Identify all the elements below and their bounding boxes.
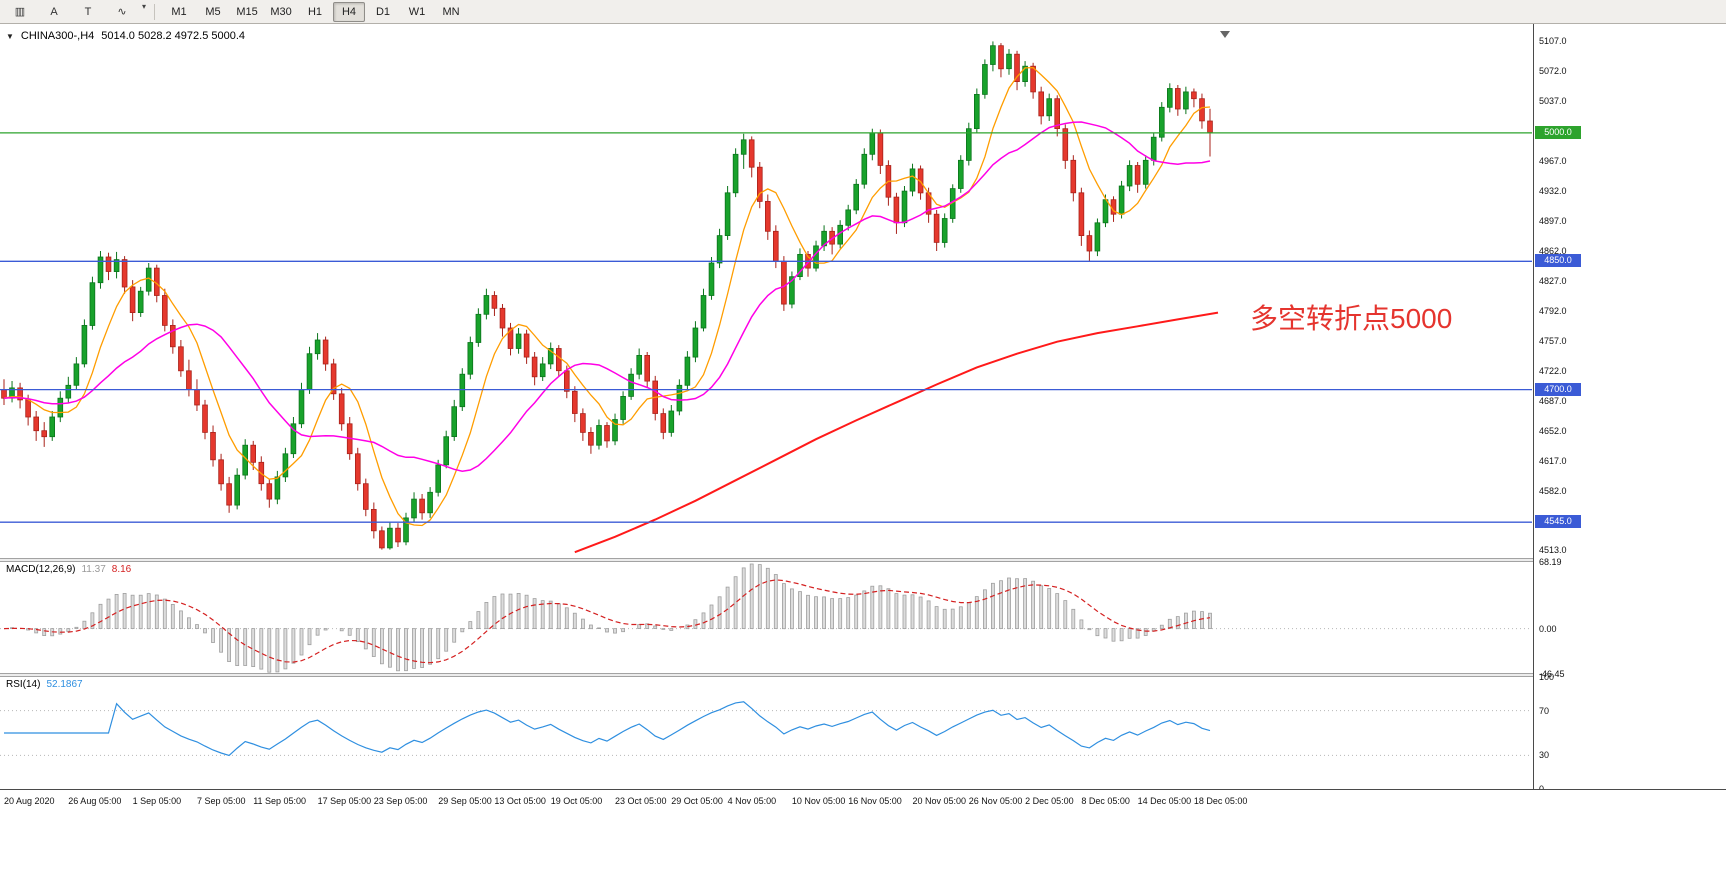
time-tick-label: 1 Sep 05:00	[132, 796, 182, 806]
time-tick-label: 20 Aug 2020	[4, 796, 55, 806]
pane-resize-handle[interactable]	[0, 673, 1726, 677]
time-tick-label: 17 Sep 05:00	[317, 796, 372, 806]
macd-title: MACD(12,26,9) 11.37 8.16	[6, 564, 131, 575]
macd-signal-value: 8.16	[111, 564, 132, 575]
price-badge-blue: 4850.0	[1535, 254, 1581, 268]
time-axis[interactable]: 20 Aug 2020 26 Aug 05:00 1 Sep 05:00 7 Sep …	[0, 789, 1726, 815]
time-tick-label: 19 Oct 05:00	[550, 796, 603, 806]
time-tick-label: 23 Sep 05:00	[373, 796, 428, 806]
macd-pane[interactable]	[0, 562, 1533, 674]
rsi-tick-label: 100	[1539, 672, 1555, 682]
time-tick-label: 23 Oct 05:00	[615, 796, 667, 806]
time-tick-label: 29 Oct 05:00	[671, 796, 723, 806]
macd-tick-label: 68.19	[1539, 557, 1562, 567]
price-tick-label: 5072.0	[1539, 66, 1567, 77]
chart-list-icon[interactable]: ▥	[14, 6, 26, 18]
rsi-title: RSI(14) 52.1867	[6, 679, 83, 690]
time-tick-label: 8 Dec 05:00	[1081, 796, 1130, 806]
price-badge-green: 5000.0	[1535, 125, 1581, 139]
time-tick-label: 13 Oct 05:00	[494, 796, 546, 806]
price-badge-blue: 4545.0	[1535, 515, 1581, 529]
price-axis[interactable]: 5107.0 5072.0 5037.0 4967.0 4932.0 4897.0 4862…	[1533, 24, 1726, 815]
main-chart[interactable]: 多空转折点5000	[0, 26, 1533, 559]
rsi-pane[interactable]	[0, 677, 1533, 789]
price-tick-label: 4582.0	[1539, 485, 1567, 496]
timeframe-button-H4[interactable]: H4	[333, 1, 366, 22]
price-tick-label: 4827.0	[1539, 276, 1567, 286]
price-tick-label: 4897.0	[1539, 216, 1567, 227]
timeframe-button-M30[interactable]: M30	[270, 5, 292, 18]
timeframe-button-W1[interactable]: W1	[408, 5, 426, 18]
annotation-text[interactable]: 多空转折点5000	[1250, 303, 1452, 334]
timeframe-button-M5[interactable]: M5	[205, 5, 221, 18]
chart-shift-marker[interactable]	[1220, 31, 1230, 38]
price-tick-label: 4757.0	[1539, 335, 1567, 346]
price-tick-label: 4967.0	[1539, 156, 1567, 167]
rsi-label: RSI(14)	[6, 679, 41, 690]
price-tick-label: 4652.0	[1539, 425, 1567, 436]
time-tick-label: 26 Aug 05:00	[68, 796, 122, 806]
pane-resize-handle[interactable]	[0, 558, 1726, 562]
time-tick-label: 26 Nov 05:00	[968, 796, 1023, 806]
timeframe-button-M15[interactable]: M15	[236, 5, 258, 18]
time-tick-label: 20 Nov 05:00	[912, 796, 967, 806]
time-tick-label: 7 Sep 05:00	[197, 796, 246, 806]
price-tick-label: 4687.0	[1539, 395, 1567, 406]
time-tick-label: 4 Nov 05:00	[727, 796, 777, 806]
toolbar-separator	[154, 3, 156, 20]
macd-tick-label: 0.00	[1539, 623, 1557, 634]
chart-title: ▼ CHINA300-,H4 5014.0 5028.2 4972.5 5000…	[6, 30, 245, 42]
chart-menu-icon[interactable]: ▼	[6, 31, 14, 41]
time-tick-label: 16 Nov 05:00	[848, 796, 902, 806]
timeframe-button-MN[interactable]: MN	[442, 5, 460, 18]
price-tick-label: 5107.0	[1539, 36, 1567, 47]
chart-symbol-period: CHINA300-,H4	[20, 30, 95, 42]
time-tick-label: 11 Sep 05:00	[253, 796, 307, 806]
cursor-text-icon[interactable]: A	[50, 5, 58, 18]
rsi-value: 52.1867	[46, 679, 83, 690]
price-tick-label: 4792.0	[1539, 305, 1567, 316]
time-tick-label: 10 Nov 05:00	[791, 796, 846, 806]
price-tick-label: 4862.0	[1539, 246, 1567, 256]
macd-tick-label: -46.45	[1539, 669, 1565, 679]
price-tick-label: 5037.0	[1539, 96, 1567, 107]
rsi-tick-label: 70	[1539, 705, 1550, 716]
time-tick-label: 18 Dec 05:00	[1193, 796, 1248, 806]
macd-label: MACD(12,26,9)	[6, 564, 76, 575]
time-tick-label: 29 Sep 05:00	[438, 796, 492, 806]
timeframe-button-H1[interactable]: H1	[307, 5, 323, 18]
chart-ohlc-values: 5014.0 5028.2 4972.5 5000.4	[101, 30, 246, 42]
toolbar: ▥ A T ∿ ▾ M1 M5 M15 M30 H1 H4 D1 W1 MN	[0, 0, 1726, 24]
price-badge-blue: 4700.0	[1535, 382, 1581, 396]
time-tick-label: 2 Dec 05:00	[1025, 796, 1074, 806]
timeframe-buttons: M1 M5 M15 M30 H1 H4 D1 W1 MN	[163, 1, 467, 22]
timeframe-button-M1[interactable]: M1	[171, 5, 187, 18]
time-tick-label: 14 Dec 05:00	[1137, 796, 1192, 806]
price-tick-label: 4513.0	[1539, 544, 1567, 555]
price-tick-label: 4932.0	[1539, 186, 1567, 197]
price-tick-label: 4722.0	[1539, 365, 1567, 376]
price-tick-label: 4617.0	[1539, 455, 1567, 466]
dropdown-caret-icon[interactable]: ▾	[142, 1, 147, 11]
rsi-tick-label: 30	[1539, 750, 1550, 761]
timeframe-button-D1[interactable]: D1	[375, 5, 391, 18]
macd-main-value: 11.37	[81, 564, 106, 575]
chart-window: 多空转折点5000 ▼ CHINA300-,H4 5014.0 5028.2 4…	[0, 24, 1726, 894]
tool-icons: ▥ A T ∿ ▾	[4, 2, 146, 22]
indicators-icon[interactable]: ∿	[117, 6, 127, 18]
text-label-icon[interactable]: T	[84, 5, 92, 18]
